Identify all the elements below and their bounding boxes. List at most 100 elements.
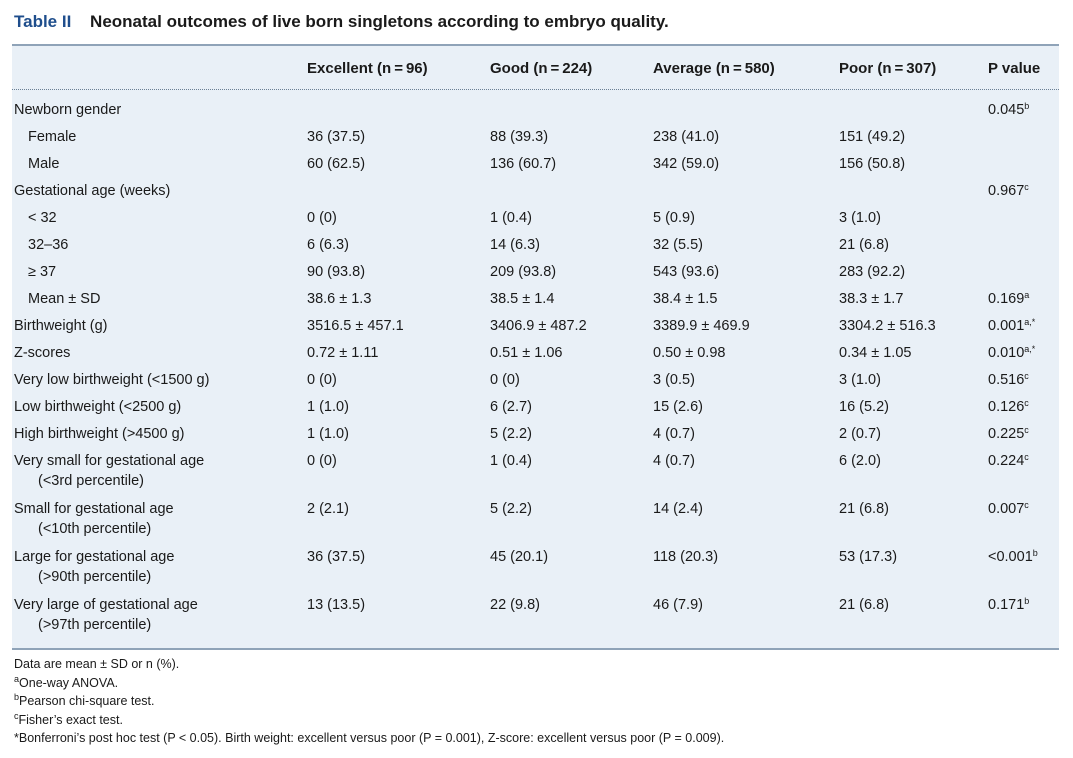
table-label: Table II [14, 12, 72, 31]
table-caption: Neonatal outcomes of live born singleton… [90, 12, 669, 31]
row-value: 0 (0) [307, 210, 337, 226]
row-value: 6 (6.3) [307, 237, 349, 253]
row-value: 209 (93.8) [490, 264, 557, 280]
p-value-footnote-mark: c [1024, 182, 1029, 192]
p-value-footnote-mark: b [1032, 548, 1038, 558]
row-value: 32 (5.5) [653, 237, 703, 253]
row-value: 3304.2 ± 516.3 [839, 318, 936, 334]
footnote-text: Fisher’s exact test. [18, 712, 123, 727]
row-value: 60 (62.5) [307, 156, 366, 172]
row-value: 118 (20.3) [653, 549, 719, 565]
row-value: 4 (0.7) [653, 453, 695, 469]
row-value: 14 (2.4) [653, 501, 703, 517]
row-value: 0.50 ± 0.98 [653, 345, 726, 361]
row-value: 3516.5 ± 457.1 [307, 318, 404, 334]
row-value: 14 (6.3) [490, 237, 540, 253]
row-value: 21 (6.8) [839, 597, 889, 613]
row-p-value: 0.225c [988, 425, 1029, 443]
row-label: Birthweight (g) [14, 318, 108, 334]
row-label: Newborn gender [14, 102, 122, 118]
row-value: 21 (6.8) [839, 501, 889, 517]
row-value: 5 (0.9) [653, 210, 695, 226]
row-value: 53 (17.3) [839, 549, 898, 565]
row-label: High birthweight (>4500 g) [14, 426, 185, 442]
row-value: 38.6 ± 1.3 [307, 291, 372, 307]
row-value: 2 (0.7) [839, 426, 881, 442]
row-p-value: 0.224c [988, 453, 1029, 470]
p-value-footnote-mark: c [1024, 500, 1029, 510]
row-p-value: 0.045b [988, 102, 1029, 119]
p-value-text: 0.169 [988, 291, 1025, 307]
row-label: Large for gestational age [14, 549, 175, 565]
row-value: 238 (41.0) [653, 129, 720, 145]
footnote-text: Pearson chi-square test. [19, 694, 155, 708]
row-value: 156 (50.8) [839, 156, 906, 172]
row-value: 13 (13.5) [307, 597, 366, 613]
row-value: 6 (2.7) [490, 399, 532, 415]
row-value: 21 (6.8) [839, 237, 889, 253]
row-value: 0 (0) [307, 372, 337, 388]
row-sublabel: (<3rd percentile) [38, 473, 144, 489]
row-value: 22 (9.8) [490, 597, 540, 613]
row-label: Z-scores [14, 345, 71, 361]
row-value: 283 (92.2) [839, 264, 906, 280]
row-value: 38.5 ± 1.4 [490, 291, 555, 307]
footnote: *Bonferroni’s post hoc test (P < 0.05). … [14, 729, 724, 748]
row-label: Gestational age (weeks) [14, 183, 171, 199]
row-label: Small for gestational age [14, 501, 174, 517]
p-value-text: 0.045 [988, 102, 1025, 118]
row-value: 136 (60.7) [490, 156, 557, 172]
row-p-value: 0.007c [988, 500, 1029, 518]
row-value: 36 (37.5) [307, 549, 366, 565]
row-value: 3389.9 ± 469.9 [653, 318, 750, 334]
row-label: Low birthweight (<2500 g) [14, 399, 182, 415]
row-value: 6 (2.0) [839, 453, 881, 469]
p-value-footnote-mark: a [1024, 290, 1030, 300]
p-value-footnote-mark: a,* [1024, 344, 1036, 354]
row-value: 45 (20.1) [490, 549, 549, 565]
row-value: 90 (93.8) [307, 264, 366, 280]
footnote: bPearson chi-square test. [14, 692, 724, 711]
footnote: aOne-way ANOVA. [14, 674, 724, 693]
row-value: 342 (59.0) [653, 156, 720, 172]
row-value: 1 (1.0) [307, 426, 349, 442]
row-label: < 32 [28, 210, 57, 226]
header-average: Average (n = 580) [653, 60, 775, 77]
row-value: 0.34 ± 1.05 [839, 345, 912, 361]
row-p-value: 0.516c [988, 371, 1029, 389]
row-p-value: 0.171b [988, 597, 1029, 614]
row-value: 151 (49.2) [839, 129, 906, 145]
row-value: 46 (7.9) [653, 597, 703, 613]
row-p-value: 0.967c [988, 182, 1029, 200]
row-label: Mean ± SD [28, 291, 101, 307]
footnote: Data are mean ± SD or n (%). [14, 655, 724, 674]
row-value: 3 (1.0) [839, 372, 881, 388]
p-value-footnote-mark: c [1024, 425, 1029, 435]
row-label: 32–36 [28, 237, 69, 253]
row-value: 3 (0.5) [653, 372, 695, 388]
p-value-text: 0.126 [988, 399, 1025, 415]
row-value: 3 (1.0) [839, 210, 881, 226]
table-footnotes: Data are mean ± SD or n (%). aOne-way ANO… [14, 655, 724, 748]
outcomes-table: Excellent (n = 96) Good (n = 224) Averag… [12, 44, 1059, 650]
row-value: 38.3 ± 1.7 [839, 291, 904, 307]
p-value-footnote-mark: c [1024, 371, 1029, 381]
footnote-text: Data are mean ± SD or n (%). [14, 657, 180, 671]
row-p-value: 0.126c [988, 399, 1029, 416]
row-value: 0 (0) [490, 372, 520, 388]
row-label: ≥ 37 [28, 264, 57, 280]
p-value-footnote-mark: a,* [1024, 317, 1036, 327]
header-divider [12, 89, 1059, 90]
row-value: 2 (2.1) [307, 501, 349, 517]
footnote-mark: b [14, 692, 20, 702]
row-value: 15 (2.6) [653, 399, 703, 415]
header-excellent: Excellent (n = 96) [307, 60, 428, 77]
footnote-text: One-way ANOVA. [19, 675, 119, 690]
row-value: 543 (93.6) [653, 264, 720, 280]
row-value: 5 (2.2) [490, 426, 532, 442]
row-p-value: 0.001a,* [988, 317, 1036, 335]
row-p-value: <0.001b [988, 548, 1038, 566]
row-label: Very large of gestational age [14, 597, 198, 613]
p-value-text: 0.225 [988, 426, 1025, 442]
row-p-value: 0.010a,* [988, 344, 1036, 362]
